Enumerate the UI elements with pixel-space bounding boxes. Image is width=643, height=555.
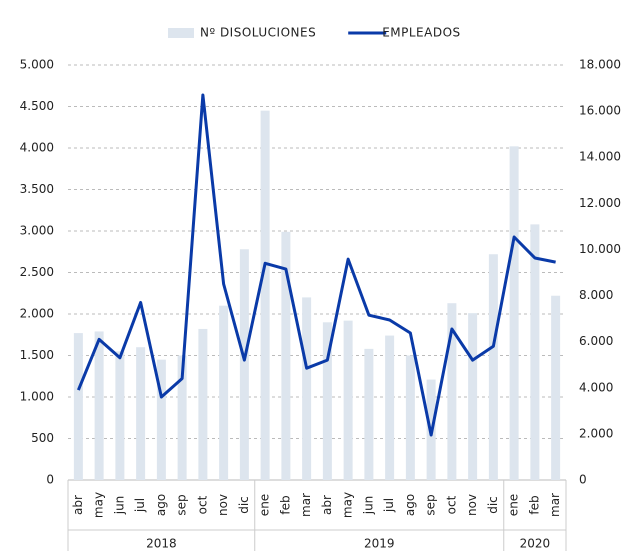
- bar: [488, 254, 498, 480]
- bar: [468, 313, 478, 480]
- x-tick-label: oct: [444, 495, 458, 514]
- y2-tick-label: 12.000: [579, 196, 621, 210]
- group-label: 2019: [364, 537, 395, 551]
- x-tick-label: jun: [361, 496, 375, 516]
- y2-tick-label: 18.000: [579, 58, 621, 72]
- bar: [509, 146, 519, 480]
- x-tick-label: sep: [175, 494, 189, 515]
- legend-label: Nº DISOLUCIONES: [200, 26, 316, 40]
- x-tick-label: may: [341, 492, 355, 518]
- x-tick-label: ago: [403, 494, 417, 516]
- y2-tick-label: 10.000: [579, 242, 621, 256]
- bar: [177, 355, 187, 480]
- x-tick-label: oct: [195, 495, 209, 514]
- bar: [405, 355, 415, 480]
- bar: [136, 347, 146, 480]
- bar: [447, 303, 457, 480]
- bar: [551, 295, 561, 480]
- x-tick-label: sep: [424, 494, 438, 515]
- x-tick-label: dic: [486, 496, 500, 514]
- x-tick-label: ene: [258, 494, 272, 516]
- y2-tick-label: 16.000: [579, 104, 621, 118]
- legend-label: EMPLEADOS: [382, 26, 460, 40]
- y-tick-label: 3.000: [20, 224, 54, 238]
- x-tick-label: feb: [527, 495, 541, 514]
- bar: [364, 348, 374, 480]
- legend-swatch: [168, 28, 194, 38]
- x-tick-label: nov: [465, 494, 479, 516]
- bar: [239, 249, 249, 480]
- bar: [281, 231, 291, 480]
- y2-tick-label: 8.000: [579, 288, 613, 302]
- line: [76, 93, 556, 437]
- bar: [302, 297, 312, 480]
- bar: [198, 328, 208, 480]
- x-tick-label: feb: [278, 495, 292, 514]
- y-tick-label: 5.000: [20, 58, 54, 72]
- y2-tick-label: 4.000: [579, 380, 613, 394]
- x-tick-label: may: [92, 492, 106, 518]
- group-label: 2018: [146, 537, 177, 551]
- x-tick-label: ago: [154, 494, 168, 516]
- bar: [343, 320, 353, 480]
- x-tick-label: dic: [237, 496, 251, 514]
- y2-tick-label: 0: [579, 473, 587, 487]
- x-tick-label: abr: [71, 495, 85, 515]
- bar: [115, 351, 125, 480]
- x-tick-label: jul: [133, 498, 147, 513]
- x-tick-label: mar: [299, 493, 313, 517]
- y-tick-label: 0: [46, 473, 54, 487]
- x-tick-label: abr: [320, 495, 334, 515]
- bar: [530, 224, 540, 480]
- y-tick-label: 4.500: [20, 99, 54, 113]
- x-tick-label: jul: [382, 498, 396, 513]
- x-tick-label: mar: [548, 493, 562, 517]
- y-tick-label: 500: [31, 431, 54, 445]
- group-label: 2020: [520, 537, 551, 551]
- x-tick-label: ene: [507, 494, 521, 516]
- y-tick-label: 1.000: [20, 390, 54, 404]
- y-tick-label: 1.500: [20, 348, 54, 362]
- y-tick-label: 2.500: [20, 265, 54, 279]
- bar: [94, 331, 104, 480]
- y2-tick-label: 14.000: [579, 150, 621, 164]
- y2-tick-label: 2.000: [579, 426, 613, 440]
- bar: [260, 110, 270, 481]
- y2-tick-label: 6.000: [579, 334, 613, 348]
- y-tick-label: 3.500: [20, 182, 54, 196]
- bar: [219, 305, 229, 480]
- x-tick-label: nov: [216, 494, 230, 516]
- y-tick-label: 2.000: [20, 307, 54, 321]
- x-tick-label: jun: [112, 496, 126, 516]
- bar: [73, 333, 83, 480]
- bar: [385, 335, 395, 480]
- bar: [322, 322, 332, 480]
- bar: [156, 359, 166, 480]
- y-tick-label: 4.000: [20, 141, 54, 155]
